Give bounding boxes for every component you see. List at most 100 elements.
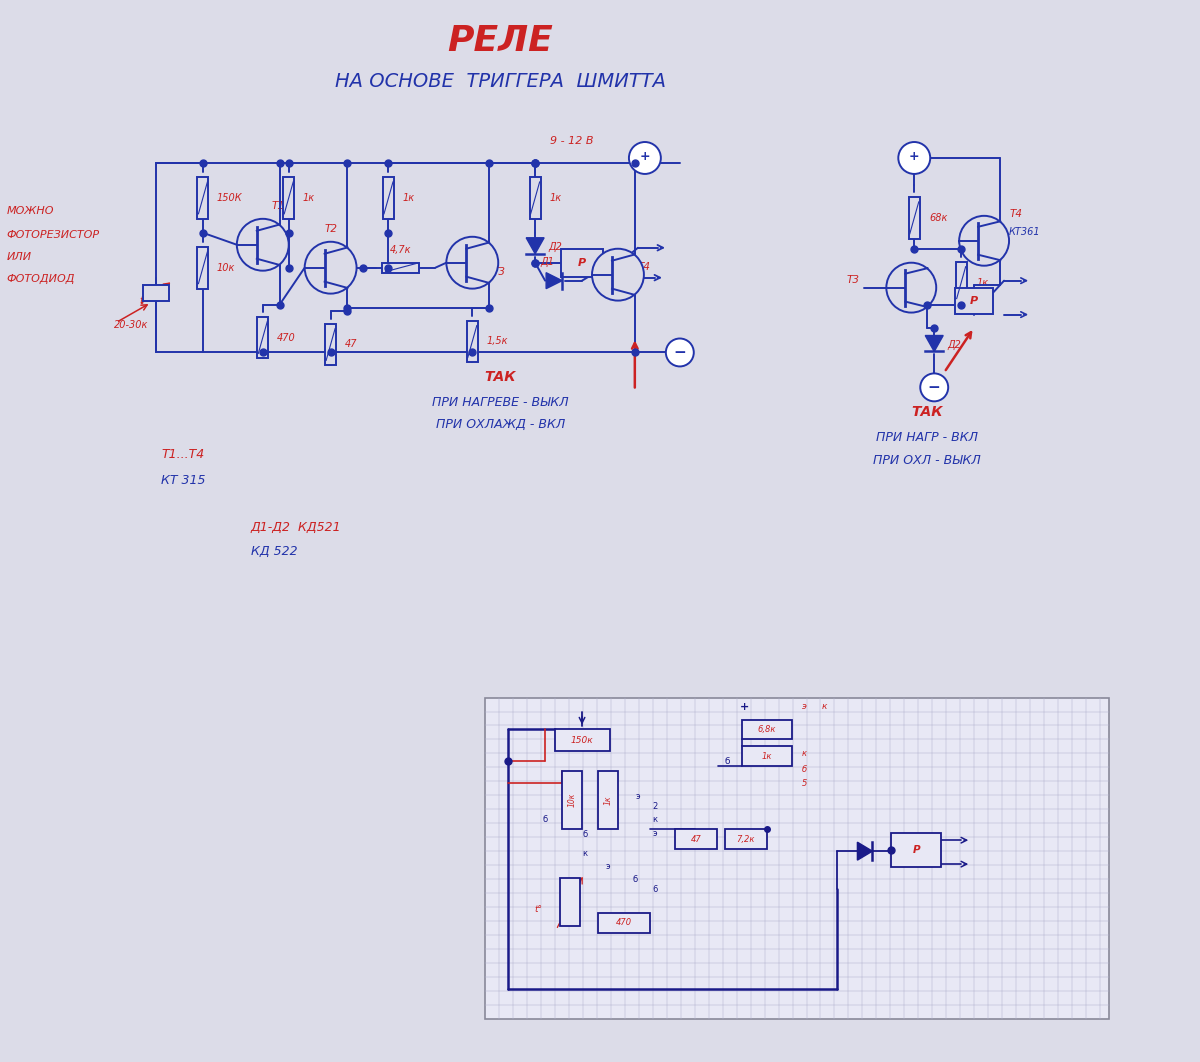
Bar bbox=[742, 720, 792, 739]
Text: Т3: Т3 bbox=[846, 275, 859, 285]
Text: 10к: 10к bbox=[568, 793, 576, 807]
Text: 4,7к: 4,7к bbox=[390, 244, 412, 255]
Circle shape bbox=[236, 219, 289, 271]
Text: 1к: 1к bbox=[550, 193, 562, 203]
Text: э: э bbox=[636, 792, 641, 801]
Text: 20-30к: 20-30к bbox=[114, 320, 148, 329]
Bar bbox=[562, 249, 602, 277]
Text: РЕЛЕ: РЕЛЕ bbox=[448, 24, 553, 58]
Text: 1к: 1к bbox=[604, 795, 612, 805]
Text: t°: t° bbox=[139, 295, 148, 306]
Text: Д2: Д2 bbox=[548, 242, 562, 252]
Circle shape bbox=[305, 242, 356, 293]
Text: КТ361: КТ361 bbox=[1009, 227, 1040, 237]
Polygon shape bbox=[925, 336, 943, 352]
Text: э: э bbox=[606, 861, 611, 871]
Text: б: б bbox=[802, 765, 808, 774]
Text: к: к bbox=[822, 702, 827, 712]
Text: 2: 2 bbox=[653, 802, 658, 810]
Circle shape bbox=[592, 249, 644, 301]
Text: МОЖНО: МОЖНО bbox=[6, 206, 54, 216]
Circle shape bbox=[446, 237, 498, 289]
Text: 6,8к: 6,8к bbox=[757, 725, 776, 734]
Bar bbox=[562, 771, 582, 829]
Text: Т1: Т1 bbox=[271, 201, 284, 211]
Bar bbox=[325, 324, 336, 365]
Text: +: + bbox=[640, 151, 650, 164]
Bar bbox=[560, 878, 580, 926]
Text: Д1-Д2  КД521: Д1-Д2 КД521 bbox=[251, 520, 342, 533]
Bar bbox=[892, 834, 941, 867]
Bar bbox=[598, 771, 618, 829]
Text: ИЛИ: ИЛИ bbox=[6, 252, 31, 261]
Text: б: б bbox=[725, 757, 731, 766]
Text: КТ 315: КТ 315 bbox=[161, 474, 205, 486]
Text: 1к: 1к bbox=[402, 193, 414, 203]
Text: 1к: 1к bbox=[976, 277, 989, 288]
Bar bbox=[725, 829, 767, 850]
Text: НА ОСНОВЕ  ТРИГГЕРА  ШМИТТА: НА ОСНОВЕ ТРИГГЕРА ШМИТТА bbox=[335, 71, 666, 90]
Text: −: − bbox=[673, 345, 686, 360]
Text: ФОТОДИОД: ФОТОДИОД bbox=[6, 274, 74, 284]
Polygon shape bbox=[546, 273, 562, 289]
Circle shape bbox=[920, 374, 948, 401]
Text: 150К: 150К bbox=[217, 193, 242, 203]
Text: 5: 5 bbox=[802, 778, 808, 788]
Text: 47: 47 bbox=[344, 340, 358, 349]
Text: +: + bbox=[908, 151, 919, 164]
Text: б: б bbox=[632, 875, 637, 884]
Text: t°: t° bbox=[534, 905, 542, 913]
Circle shape bbox=[887, 262, 936, 312]
Text: э: э bbox=[802, 702, 808, 712]
Text: 1к: 1к bbox=[762, 752, 772, 760]
Text: +: + bbox=[740, 702, 749, 712]
Text: ПРИ НАГР - ВКЛ: ПРИ НАГР - ВКЛ bbox=[876, 431, 978, 444]
Bar bbox=[529, 177, 541, 219]
Text: 1к: 1к bbox=[302, 193, 314, 203]
Text: Т1...Т4: Т1...Т4 bbox=[161, 448, 204, 461]
Bar bbox=[674, 829, 716, 850]
Text: Д2: Д2 bbox=[947, 340, 961, 349]
Bar bbox=[556, 730, 610, 752]
Text: к: к bbox=[582, 849, 588, 858]
Text: Р: Р bbox=[912, 845, 920, 855]
Text: ТАК: ТАК bbox=[912, 406, 943, 419]
Text: 470: 470 bbox=[616, 919, 632, 927]
Bar bbox=[598, 913, 650, 932]
Text: к: к bbox=[653, 815, 658, 824]
Text: 150к: 150к bbox=[571, 736, 593, 744]
Bar bbox=[955, 288, 994, 313]
Circle shape bbox=[959, 216, 1009, 266]
Text: ПРИ ОХЛАЖД - ВКЛ: ПРИ ОХЛАЖД - ВКЛ bbox=[436, 417, 565, 431]
Text: 10к: 10к bbox=[217, 262, 235, 273]
Text: Т2: Т2 bbox=[324, 224, 337, 234]
Polygon shape bbox=[526, 238, 544, 254]
Bar bbox=[198, 177, 209, 219]
Text: Р: Р bbox=[578, 258, 586, 268]
Text: 68к: 68к bbox=[929, 212, 948, 223]
Text: 6: 6 bbox=[652, 885, 658, 893]
Text: ПРИ ОХЛ - ВЫКЛ: ПРИ ОХЛ - ВЫКЛ bbox=[874, 453, 982, 466]
Text: к: к bbox=[802, 749, 808, 758]
Text: Т4: Т4 bbox=[638, 261, 650, 272]
Text: ФОТОРЕЗИСТОР: ФОТОРЕЗИСТОР bbox=[6, 229, 100, 240]
Bar bbox=[257, 316, 269, 359]
Text: Д1: Д1 bbox=[540, 257, 554, 267]
Text: 7,2к: 7,2к bbox=[737, 835, 755, 843]
Bar bbox=[143, 285, 169, 301]
Bar bbox=[283, 177, 294, 219]
Text: ТАК: ТАК bbox=[485, 371, 516, 384]
Text: Т4: Т4 bbox=[1009, 209, 1022, 219]
Polygon shape bbox=[858, 842, 872, 860]
Bar bbox=[198, 246, 209, 289]
Text: 1,5к: 1,5к bbox=[486, 337, 508, 346]
Text: 47: 47 bbox=[690, 835, 701, 843]
Bar bbox=[467, 321, 478, 362]
Text: 470: 470 bbox=[277, 332, 295, 343]
Bar bbox=[908, 196, 919, 239]
Bar bbox=[742, 747, 792, 767]
Text: б: б bbox=[542, 815, 547, 824]
Text: Р: Р bbox=[970, 295, 978, 306]
Text: 9 - 12 В: 9 - 12 В bbox=[550, 136, 594, 145]
Circle shape bbox=[629, 142, 661, 174]
